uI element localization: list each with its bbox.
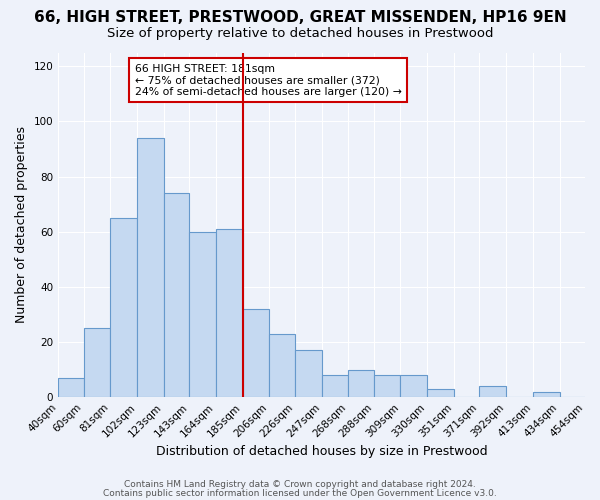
Bar <box>164 193 189 397</box>
Bar <box>269 334 295 397</box>
Bar <box>374 375 400 397</box>
Bar <box>83 328 110 397</box>
Bar <box>349 370 374 397</box>
Text: 66, HIGH STREET, PRESTWOOD, GREAT MISSENDEN, HP16 9EN: 66, HIGH STREET, PRESTWOOD, GREAT MISSEN… <box>34 10 566 25</box>
X-axis label: Distribution of detached houses by size in Prestwood: Distribution of detached houses by size … <box>156 444 487 458</box>
Bar <box>479 386 506 397</box>
Bar <box>295 350 322 397</box>
Bar <box>110 218 137 397</box>
Bar <box>322 375 349 397</box>
Text: Contains HM Land Registry data © Crown copyright and database right 2024.: Contains HM Land Registry data © Crown c… <box>124 480 476 489</box>
Bar <box>427 389 454 397</box>
Bar <box>189 232 216 397</box>
Bar <box>533 392 560 397</box>
Text: 66 HIGH STREET: 181sqm
← 75% of detached houses are smaller (372)
24% of semi-de: 66 HIGH STREET: 181sqm ← 75% of detached… <box>134 64 401 96</box>
Text: Size of property relative to detached houses in Prestwood: Size of property relative to detached ho… <box>107 28 493 40</box>
Bar <box>137 138 164 397</box>
Text: Contains public sector information licensed under the Open Government Licence v3: Contains public sector information licen… <box>103 488 497 498</box>
Bar <box>216 229 242 397</box>
Y-axis label: Number of detached properties: Number of detached properties <box>15 126 28 324</box>
Bar <box>400 375 427 397</box>
Bar <box>58 378 83 397</box>
Bar <box>242 309 269 397</box>
